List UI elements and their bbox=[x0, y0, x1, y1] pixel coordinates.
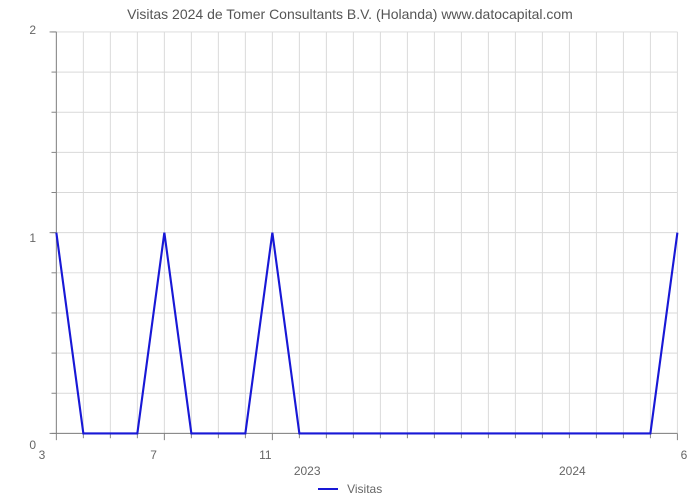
y-tick-label: 2 bbox=[6, 23, 36, 37]
x-tick-label: 7 bbox=[150, 448, 157, 462]
x-group-label: 2024 bbox=[559, 464, 586, 478]
legend: Visitas bbox=[0, 481, 700, 496]
chart-title: Visitas 2024 de Tomer Consultants B.V. (… bbox=[0, 6, 700, 22]
legend-swatch bbox=[318, 488, 338, 490]
chart-container: Visitas 2024 de Tomer Consultants B.V. (… bbox=[0, 0, 700, 500]
y-tick-label: 1 bbox=[6, 231, 36, 245]
legend-label: Visitas bbox=[347, 482, 382, 496]
x-tick-label: 3 bbox=[39, 448, 46, 462]
y-tick-label: 0 bbox=[6, 438, 36, 452]
x-tick-label: 11 bbox=[259, 448, 271, 462]
x-group-label: 2023 bbox=[294, 464, 321, 478]
chart-svg bbox=[42, 30, 684, 445]
plot-area bbox=[42, 30, 684, 445]
x-tick-label: 6 bbox=[681, 448, 688, 462]
